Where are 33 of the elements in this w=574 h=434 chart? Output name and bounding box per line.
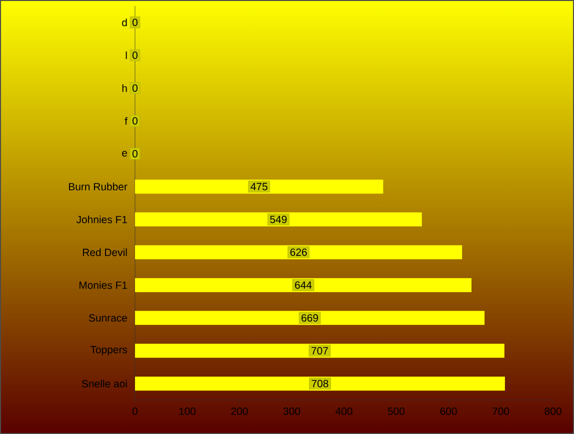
- y-tick-label: f: [124, 117, 128, 125]
- data-label: 0: [132, 84, 138, 92]
- x-tick-label: 0: [132, 408, 138, 415]
- x-tick-label: 400: [336, 408, 352, 415]
- y-tick-label: h: [122, 84, 127, 92]
- data-label: 0: [132, 18, 138, 26]
- y-tick-label: Snelle aoi: [82, 380, 127, 388]
- data-label: 0: [132, 52, 138, 59]
- x-tick-label: 800: [544, 408, 562, 415]
- x-tick-label: 100: [179, 408, 196, 415]
- data-label: 626: [290, 248, 307, 256]
- x-tick-label: 700: [492, 408, 510, 415]
- y-tick-label: Sunrace: [88, 314, 128, 322]
- data-label: 549: [270, 216, 287, 224]
- y-tick-label: Monies F1: [80, 281, 127, 289]
- y-tick-label: l: [126, 51, 127, 60]
- data-label: 0: [132, 150, 138, 158]
- y-tick-label: Red Devil: [83, 248, 127, 256]
- x-tick-label: 500: [388, 408, 405, 415]
- data-label: 644: [295, 281, 312, 289]
- x-tick-label: 300: [283, 408, 300, 415]
- y-tick-label: Toppers: [90, 346, 128, 356]
- y-tick-label: d: [122, 18, 127, 26]
- y-tick-label: Burn Rubber: [69, 182, 128, 190]
- data-label: 707: [312, 347, 328, 354]
- data-label: 708: [312, 380, 328, 388]
- data-label: 0: [132, 117, 138, 125]
- y-tick-label: Johnies F1: [76, 216, 127, 224]
- x-tick-label: 600: [440, 408, 457, 415]
- y-tick-label: e: [122, 150, 128, 157]
- x-tick-label: 200: [231, 408, 248, 415]
- data-label: 475: [250, 182, 268, 190]
- data-label: 669: [302, 314, 318, 322]
